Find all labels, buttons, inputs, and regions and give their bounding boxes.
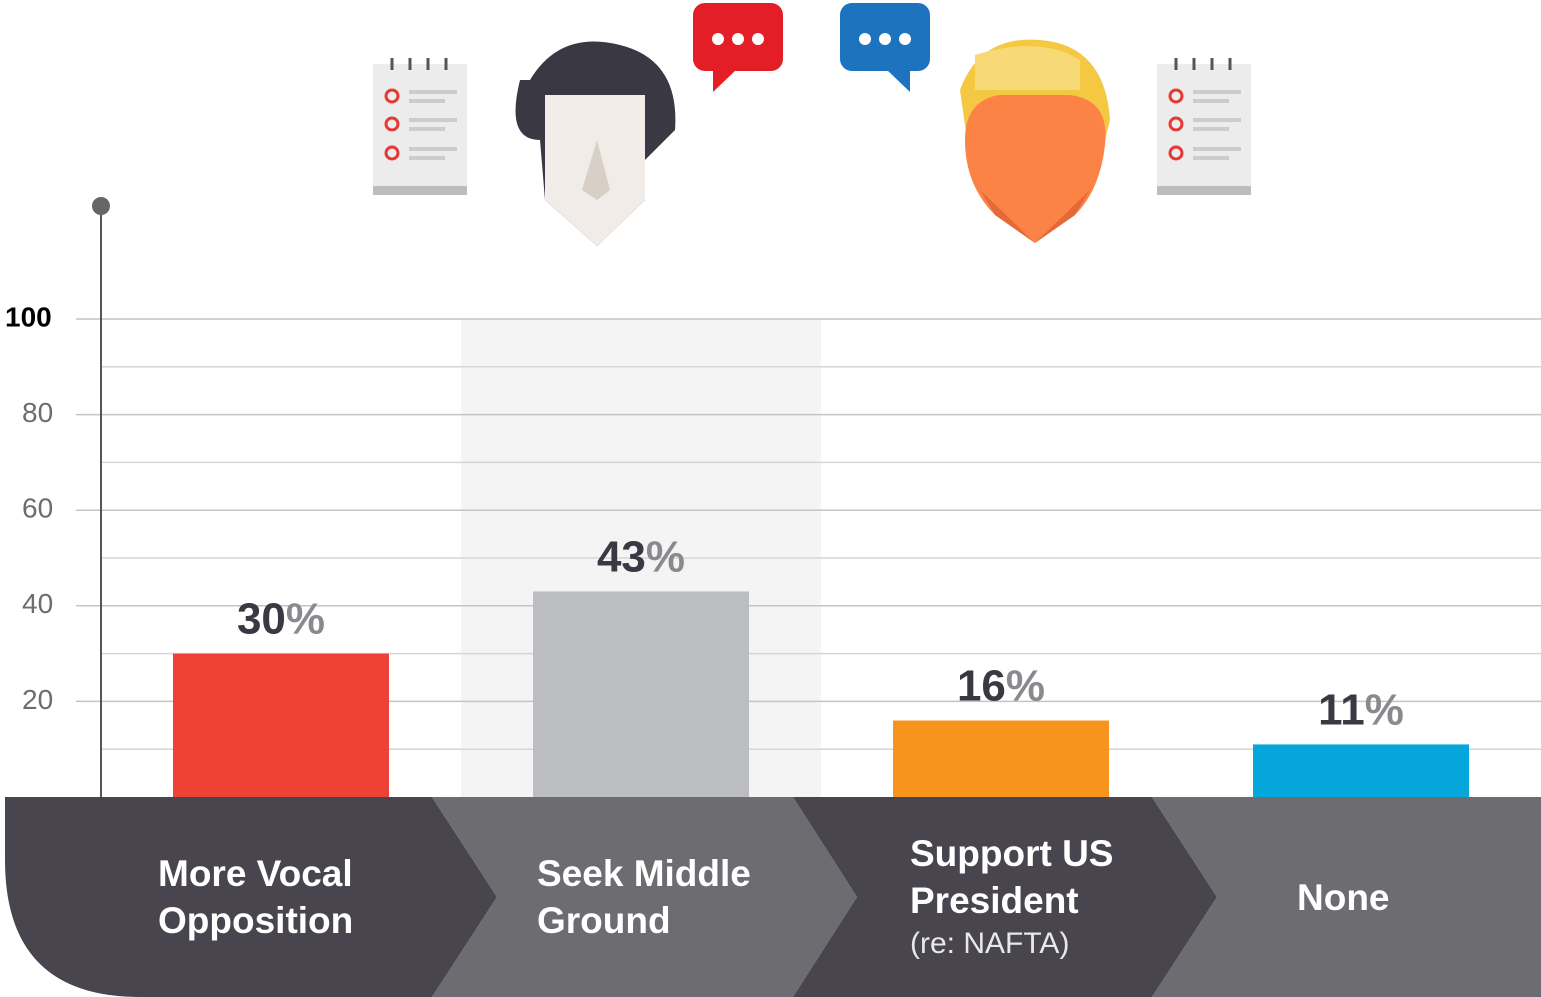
y-tick-label: 100 — [5, 301, 52, 332]
speech-bubble — [840, 3, 930, 92]
bars — [173, 591, 1469, 797]
category-band — [793, 797, 1217, 997]
bar — [173, 653, 389, 797]
category-label: Seek Middle Ground — [537, 797, 817, 997]
value-label: 43% — [597, 532, 685, 581]
category-label: More Vocal Opposition — [158, 797, 438, 997]
grid — [76, 318, 1541, 750]
clipboard-icon — [1157, 58, 1251, 195]
bar — [1253, 744, 1469, 797]
category-band — [5, 797, 497, 997]
face-icon — [515, 41, 676, 247]
category-note: (re: NAFTA) — [910, 927, 1070, 960]
category-text: Seek Middle Ground — [537, 853, 751, 941]
category-text: None — [1297, 876, 1390, 918]
category-band — [432, 797, 857, 997]
category-label: Support US President (re: NAFTA) — [910, 797, 1190, 997]
value-label: 16% — [957, 662, 1045, 711]
y-tick-label: 80 — [22, 397, 53, 428]
clipboard-icon — [373, 58, 467, 195]
category-text: More Vocal Opposition — [158, 853, 354, 941]
y-tick-label: 60 — [22, 493, 53, 524]
category-text: Support US President — [910, 833, 1114, 921]
value-label: 11% — [1318, 685, 1404, 734]
value-label: 30% — [237, 595, 325, 644]
bar — [533, 591, 749, 797]
y-tick-label: 40 — [22, 588, 53, 619]
speech-bubble — [693, 3, 783, 92]
face-icon — [960, 39, 1110, 243]
bar — [893, 720, 1109, 797]
category-label: None — [1297, 797, 1541, 997]
y-tick-label: 20 — [22, 684, 53, 715]
category-band — [1152, 797, 1541, 997]
axis-dot — [92, 197, 110, 215]
